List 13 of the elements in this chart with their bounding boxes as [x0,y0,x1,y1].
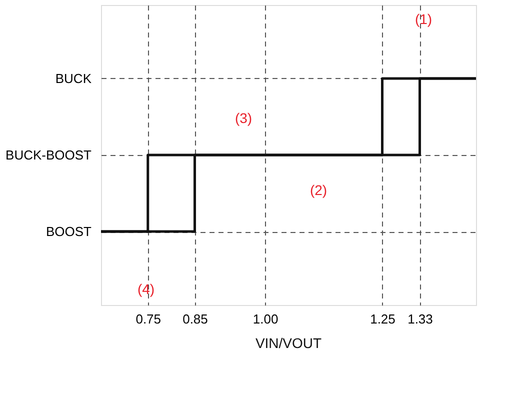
x-tick-label: 1.33 [408,312,433,326]
x-tick-label: 1.25 [370,312,396,326]
category-label: BOOST [46,224,92,240]
x-tick-label: 0.85 [182,312,208,326]
category-label: BUCK [55,70,92,86]
text: (1) [414,11,432,27]
x-axis-title: VIN/VOUT [255,335,322,351]
category-label: BUCK-BOOST [6,148,92,162]
x-tick-label: 0.75 [136,312,162,326]
x-tick-label: 1.00 [252,312,278,326]
annotation: (2) [310,182,328,198]
text: (4) [137,281,155,297]
annotation: (3) [234,110,252,126]
